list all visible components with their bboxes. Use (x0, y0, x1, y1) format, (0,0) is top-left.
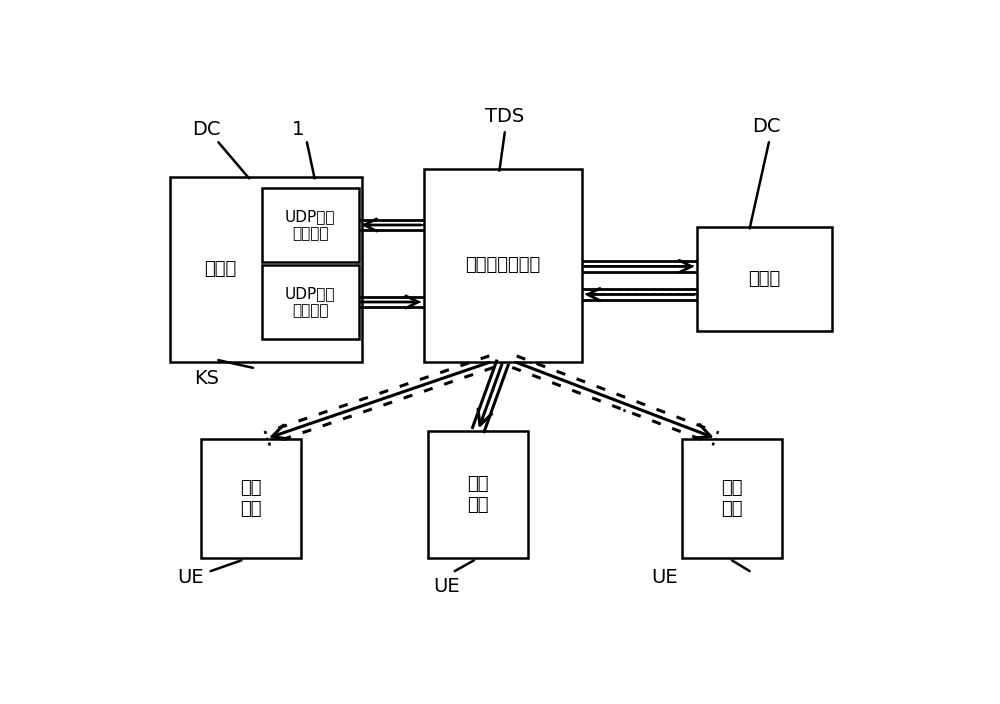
Text: KS: KS (194, 369, 219, 388)
Text: TDS: TDS (485, 107, 524, 126)
Bar (262, 189, 358, 262)
Text: .: . (621, 396, 628, 416)
Text: UDP套接
口客户端: UDP套接 口客户端 (285, 286, 336, 318)
Text: 用户
终端: 用户 终端 (240, 479, 261, 517)
Text: 用户
终端: 用户 终端 (467, 475, 489, 514)
Text: UE: UE (177, 568, 204, 586)
Text: 调度台: 调度台 (749, 270, 781, 288)
Text: 1: 1 (292, 120, 305, 139)
Text: 集群调度服务器: 集群调度服务器 (465, 256, 540, 275)
Bar (682, 439, 782, 558)
Text: UDP套接
口服务器: UDP套接 口服务器 (285, 209, 336, 241)
Bar (170, 177, 362, 362)
Bar (424, 169, 582, 362)
Text: UE: UE (652, 568, 678, 586)
Text: UE: UE (434, 577, 460, 596)
Bar (697, 227, 832, 331)
Text: DC: DC (193, 120, 221, 139)
Bar (201, 439, 301, 558)
Text: 用户
终端: 用户 终端 (721, 479, 743, 517)
Bar (428, 431, 528, 558)
Text: DC: DC (752, 118, 781, 137)
Text: 调度台: 调度台 (204, 260, 236, 278)
Bar (262, 265, 358, 339)
